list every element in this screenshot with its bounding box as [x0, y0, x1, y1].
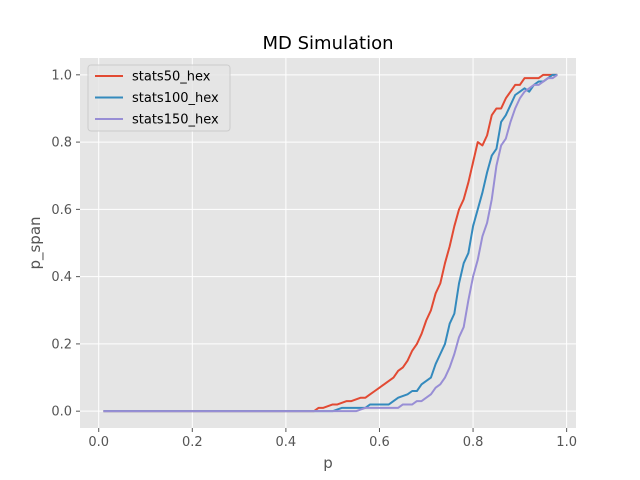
- chart-title: MD Simulation: [263, 33, 394, 54]
- y-axis: 0.0 0.2 0.4 0.6 0.8 1.0: [51, 68, 80, 420]
- x-tick-label: 0.6: [369, 435, 390, 450]
- legend-label: stats50_hex: [132, 70, 211, 85]
- legend: stats50_hex stats100_hex stats150_hex: [87, 64, 231, 132]
- y-tick-label: 0.2: [51, 337, 72, 352]
- x-axis-label: p: [323, 454, 333, 472]
- y-axis-label: p_span: [26, 216, 45, 269]
- x-tick-label: 0.4: [276, 435, 297, 450]
- y-tick-label: 1.0: [51, 68, 72, 83]
- x-tick-label: 0.0: [88, 435, 109, 450]
- series-layer: [103, 73, 558, 413]
- legend-label: stats100_hex: [132, 91, 219, 106]
- legend-box: [87, 64, 231, 132]
- series-line-stats100_hex: [103, 73, 558, 413]
- series-line-stats150_hex: [103, 74, 558, 413]
- y-tick-label: 0.4: [51, 270, 72, 285]
- x-axis: 0.0 0.2 0.4 0.6 0.8 1.0: [88, 428, 577, 450]
- y-tick-label: 0.8: [51, 136, 72, 151]
- x-tick-label: 1.0: [556, 435, 577, 450]
- legend-label: stats150_hex: [132, 113, 219, 128]
- x-tick-label: 0.2: [182, 435, 203, 450]
- x-tick-label: 0.8: [463, 435, 484, 450]
- series-line-stats50_hex: [103, 73, 558, 413]
- y-tick-label: 0.6: [51, 203, 72, 218]
- y-tick-label: 0.0: [51, 405, 72, 420]
- grid: [80, 58, 576, 428]
